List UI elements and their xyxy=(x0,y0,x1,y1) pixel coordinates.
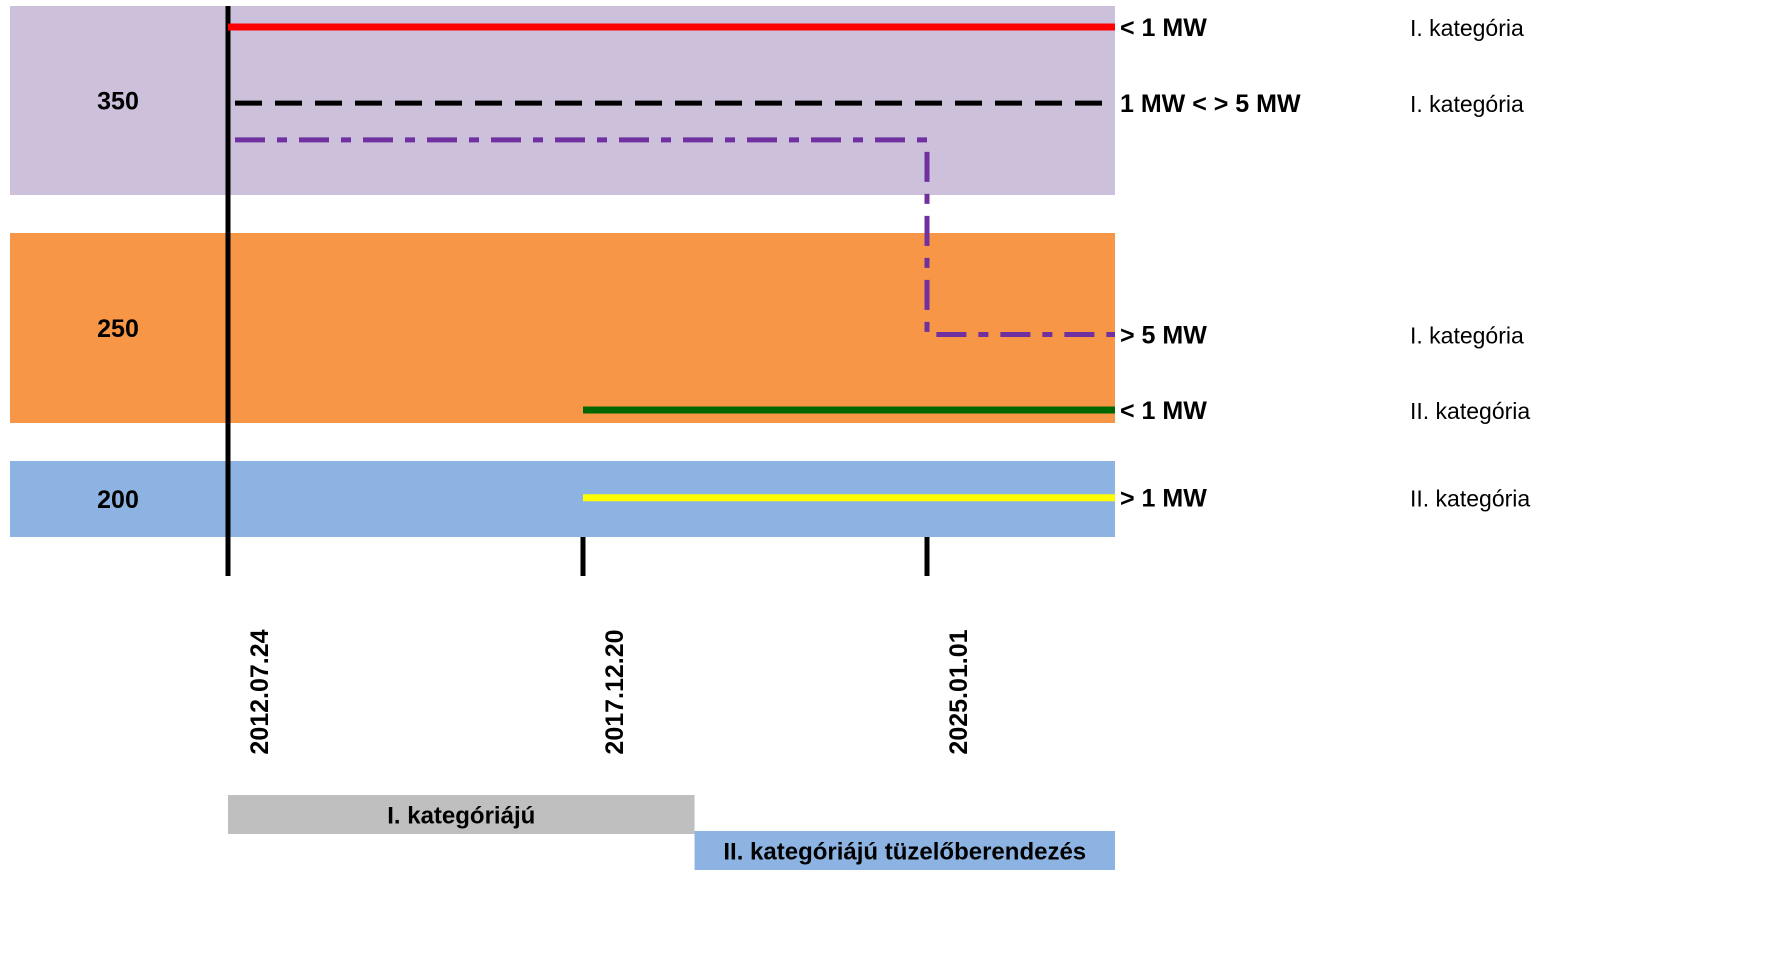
series-category-1: I. kategória xyxy=(1410,91,1524,117)
axis-layer: 2012.07.24 2017.12.20 2025.01.01 xyxy=(225,6,973,755)
band-350 xyxy=(10,6,1115,195)
period-bar-label-0: I. kategóriájú xyxy=(387,803,535,830)
series-label-2: > 5 MW xyxy=(1120,322,1207,350)
series-layer xyxy=(228,23,1115,502)
band-label-200: 200 xyxy=(97,486,139,514)
series-line-2 xyxy=(235,137,1115,338)
period-bars-layer: I. kategóriájú II. kategóriájú tüzelőbere… xyxy=(228,795,1115,870)
band-250 xyxy=(10,233,1115,423)
period-bar-0 xyxy=(228,795,695,834)
series-category-0: I. kategória xyxy=(1410,15,1524,41)
band-label-350: 350 xyxy=(97,88,139,116)
series-label-1: 1 MW < > 5 MW xyxy=(1120,90,1301,118)
period-bar-label-1: II. kategóriájú tüzelőberendezés xyxy=(723,839,1086,866)
series-label-4: > 1 MW xyxy=(1120,485,1207,513)
x-tick-label-0: 2012.07.24 xyxy=(246,629,274,754)
bands-layer: 350 250 200 xyxy=(10,6,1115,537)
series-label-3: < 1 MW xyxy=(1120,397,1207,425)
series-category-2: I. kategória xyxy=(1410,323,1524,349)
series-label-0: < 1 MW xyxy=(1120,14,1207,42)
x-tick-label-1: 2017.12.20 xyxy=(601,629,629,754)
period-bar-1 xyxy=(694,831,1115,870)
series-category-4: II. kategória xyxy=(1410,486,1530,512)
x-tick-label-2: 2025.01.01 xyxy=(945,629,973,754)
band-label-250: 250 xyxy=(97,315,139,343)
series-category-3: II. kategória xyxy=(1410,398,1530,424)
labels-layer: < 1 MW I. kategória 1 MW < > 5 MW I. kategó… xyxy=(1120,14,1530,513)
